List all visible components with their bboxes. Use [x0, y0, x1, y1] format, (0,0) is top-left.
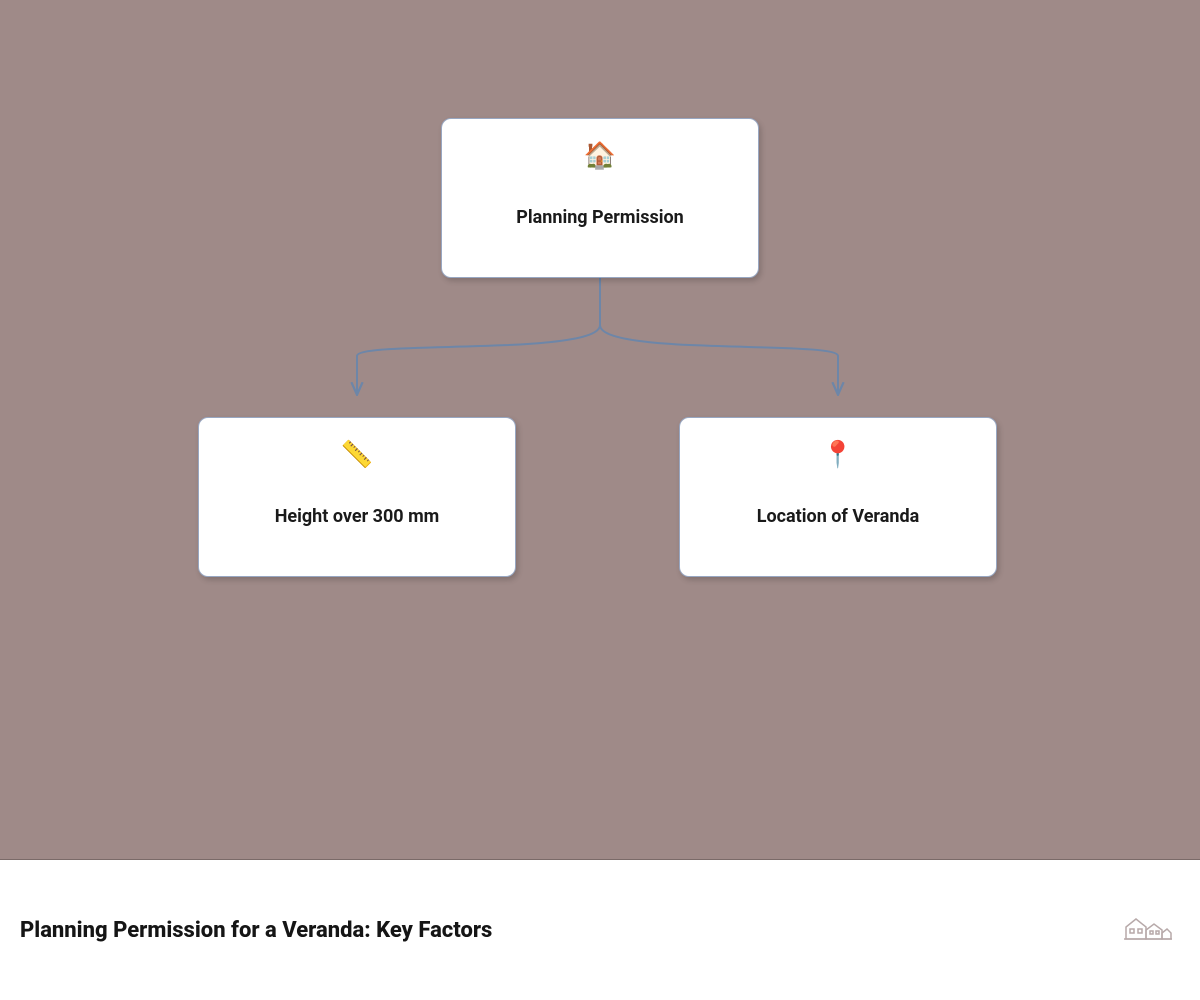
node-height[interactable]: 📏 Height over 300 mm [198, 417, 516, 577]
node-height-label: Height over 300 mm [275, 506, 440, 527]
page-title: Planning Permission for a Veranda: Key F… [20, 918, 492, 943]
node-location[interactable]: 📍 Location of Veranda [679, 417, 997, 577]
diagram-canvas: 🏠 Planning Permission 📏 Height over 300 … [0, 0, 1200, 860]
node-location-label: Location of Veranda [757, 506, 919, 527]
ruler-icon: 📏 [341, 442, 373, 468]
house-logo-icon [1124, 913, 1172, 947]
house-icon: 🏠 [584, 143, 616, 169]
footer-bar: Planning Permission for a Veranda: Key F… [0, 860, 1200, 1000]
node-root[interactable]: 🏠 Planning Permission [441, 118, 759, 278]
pin-icon: 📍 [822, 442, 854, 468]
node-root-label: Planning Permission [516, 207, 683, 228]
